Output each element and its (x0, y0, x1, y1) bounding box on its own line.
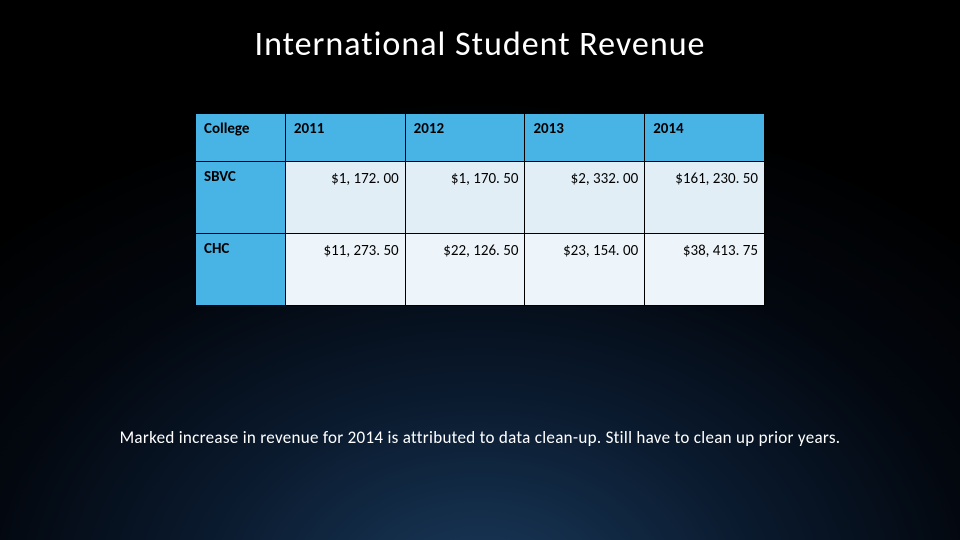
col-header-2014: 2014 (645, 114, 765, 162)
table-row: SBVC $1, 172. 00 $1, 170. 50 $2, 332. 00… (196, 162, 765, 234)
col-header-2013: 2013 (525, 114, 645, 162)
col-header-2012: 2012 (405, 114, 525, 162)
cell: $23, 154. 00 (525, 234, 645, 306)
row-label-sbvc: SBVC (196, 162, 286, 234)
cell: $22, 126. 50 (405, 234, 525, 306)
row-label-chc: CHC (196, 234, 286, 306)
col-header-2011: 2011 (285, 114, 405, 162)
cell: $1, 170. 50 (405, 162, 525, 234)
cell: $2, 332. 00 (525, 162, 645, 234)
cell: $38, 413. 75 (645, 234, 765, 306)
table-header-row: College 2011 2012 2013 2014 (196, 114, 765, 162)
slide-caption: Marked increase in revenue for 2014 is a… (0, 427, 960, 448)
slide-title: International Student Revenue (0, 0, 960, 65)
cell: $1, 172. 00 (285, 162, 405, 234)
cell: $11, 273. 50 (285, 234, 405, 306)
revenue-table: College 2011 2012 2013 2014 SBVC $1, 172… (195, 113, 765, 306)
table-row: CHC $11, 273. 50 $22, 126. 50 $23, 154. … (196, 234, 765, 306)
col-header-college: College (196, 114, 286, 162)
cell: $161, 230. 50 (645, 162, 765, 234)
